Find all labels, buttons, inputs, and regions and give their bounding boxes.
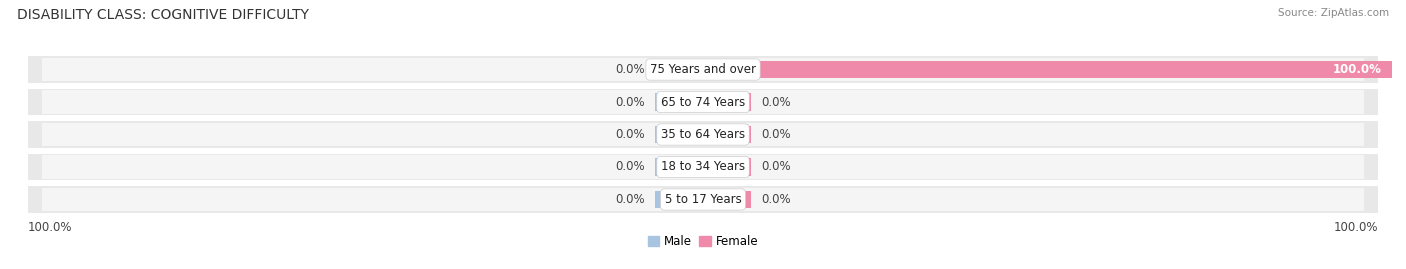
- Bar: [28, 186, 1378, 213]
- Text: 35 to 64 Years: 35 to 64 Years: [661, 128, 745, 141]
- Bar: [703, 61, 1392, 79]
- Text: 0.0%: 0.0%: [614, 63, 644, 76]
- Text: 0.0%: 0.0%: [614, 193, 644, 206]
- Bar: [42, 90, 1364, 114]
- Text: 0.0%: 0.0%: [762, 193, 792, 206]
- Bar: [703, 126, 751, 143]
- Text: 18 to 34 Years: 18 to 34 Years: [661, 161, 745, 174]
- Bar: [655, 158, 703, 176]
- Bar: [655, 93, 703, 111]
- Bar: [703, 190, 751, 208]
- Text: 100.0%: 100.0%: [1334, 221, 1378, 233]
- Bar: [28, 154, 1378, 180]
- Text: 65 to 74 Years: 65 to 74 Years: [661, 95, 745, 108]
- Text: 0.0%: 0.0%: [614, 161, 644, 174]
- Text: 100.0%: 100.0%: [28, 221, 72, 233]
- Bar: [655, 190, 703, 208]
- Text: 0.0%: 0.0%: [762, 128, 792, 141]
- Text: 75 Years and over: 75 Years and over: [650, 63, 756, 76]
- Text: 0.0%: 0.0%: [614, 95, 644, 108]
- Text: Source: ZipAtlas.com: Source: ZipAtlas.com: [1278, 8, 1389, 18]
- Bar: [42, 123, 1364, 146]
- Text: 5 to 17 Years: 5 to 17 Years: [665, 193, 741, 206]
- Text: 100.0%: 100.0%: [1333, 63, 1382, 76]
- Bar: [655, 61, 703, 79]
- Text: 0.0%: 0.0%: [614, 128, 644, 141]
- Bar: [28, 56, 1378, 83]
- Text: 0.0%: 0.0%: [762, 95, 792, 108]
- Bar: [42, 188, 1364, 211]
- Bar: [28, 89, 1378, 115]
- Bar: [28, 121, 1378, 148]
- Bar: [703, 158, 751, 176]
- Legend: Male, Female: Male, Female: [643, 230, 763, 253]
- Bar: [42, 155, 1364, 179]
- Bar: [703, 93, 751, 111]
- Text: DISABILITY CLASS: COGNITIVE DIFFICULTY: DISABILITY CLASS: COGNITIVE DIFFICULTY: [17, 8, 309, 22]
- Text: 0.0%: 0.0%: [762, 161, 792, 174]
- Bar: [655, 126, 703, 143]
- Bar: [42, 58, 1364, 81]
